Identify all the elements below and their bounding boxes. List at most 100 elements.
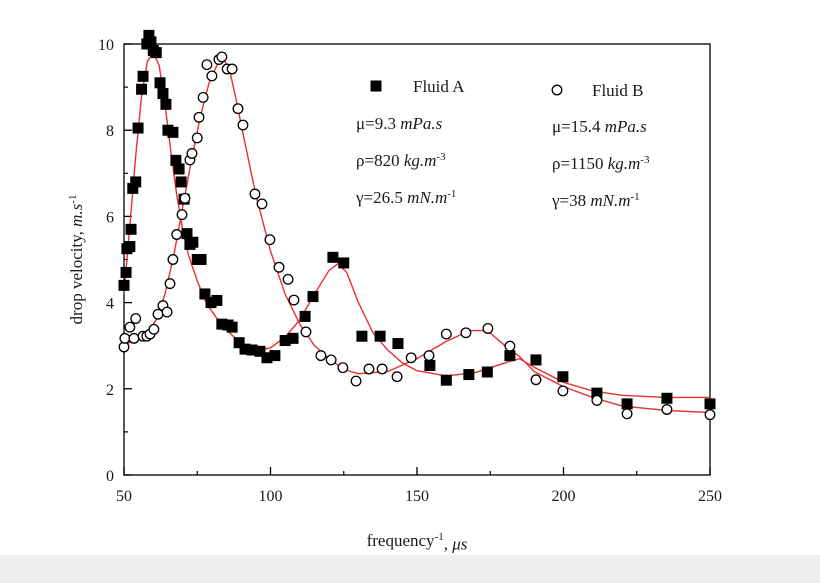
point xyxy=(128,332,140,344)
point xyxy=(621,408,633,420)
text-part: mN.m xyxy=(590,191,630,210)
y-tick-label: 2 xyxy=(106,382,114,399)
annotation: γ=26.5 mN.m-1 xyxy=(355,188,456,207)
point xyxy=(167,126,179,138)
fit-line xyxy=(123,58,711,414)
point xyxy=(530,354,542,366)
point xyxy=(176,209,188,221)
point xyxy=(704,398,716,410)
point xyxy=(124,241,136,253)
point xyxy=(206,70,218,82)
point xyxy=(167,254,179,265)
text-part: frequency xyxy=(367,531,435,550)
text-part: μ=9.3 xyxy=(356,114,400,133)
point xyxy=(130,176,142,188)
point xyxy=(591,394,603,406)
point xyxy=(704,409,716,421)
point xyxy=(170,154,182,166)
point xyxy=(463,369,475,381)
point xyxy=(197,91,209,103)
y-axis-label: drop velocity, m.s-1 xyxy=(67,195,86,325)
point xyxy=(269,350,281,362)
point xyxy=(307,291,319,303)
y-tick-label: 4 xyxy=(106,296,114,313)
point xyxy=(127,182,139,194)
point xyxy=(261,352,273,364)
point xyxy=(232,103,244,115)
text-part: kg.m xyxy=(608,154,641,173)
point xyxy=(460,327,472,339)
point xyxy=(154,77,166,89)
text-part: m.s xyxy=(67,203,86,227)
y-tick-label: 8 xyxy=(106,123,114,140)
point xyxy=(530,374,542,386)
point xyxy=(350,375,362,387)
point xyxy=(376,363,388,375)
y-tick-label: 0 xyxy=(106,468,114,485)
x-axis-label: frequency-1, μs xyxy=(367,531,468,553)
point xyxy=(132,122,144,134)
annotation: ρ=820 kg.m-3 xyxy=(356,151,446,170)
point xyxy=(175,176,187,188)
point xyxy=(338,257,350,269)
point xyxy=(136,83,148,95)
annotation: ρ=1150 kg.m-3 xyxy=(552,154,650,173)
point xyxy=(287,332,299,344)
text-part: -1 xyxy=(447,188,456,200)
point xyxy=(195,254,207,265)
point xyxy=(254,345,266,357)
text-part: γ=26.5 xyxy=(355,188,407,207)
point xyxy=(424,360,436,372)
point xyxy=(239,343,251,355)
point xyxy=(137,70,149,82)
point xyxy=(327,251,339,263)
text-part: μ=15.4 xyxy=(552,117,605,136)
x-tick-label: 150 xyxy=(405,488,429,505)
point xyxy=(191,132,203,144)
point xyxy=(201,59,213,71)
x-tick-label: 250 xyxy=(698,488,722,505)
axes-frame xyxy=(123,43,711,476)
point xyxy=(299,310,311,322)
point xyxy=(391,371,403,383)
text-part: -1 xyxy=(631,191,640,203)
point xyxy=(199,288,211,300)
point xyxy=(160,98,172,110)
point xyxy=(661,392,673,404)
point xyxy=(161,306,173,318)
point xyxy=(233,337,245,349)
point xyxy=(118,279,130,291)
text-part: μs xyxy=(451,534,468,553)
point xyxy=(164,278,176,290)
point xyxy=(374,330,386,342)
fit-line xyxy=(123,51,710,399)
point xyxy=(187,236,199,248)
text-part: -1 xyxy=(435,531,444,543)
text-part: -3 xyxy=(640,154,650,166)
point xyxy=(143,29,155,41)
point xyxy=(405,352,417,364)
point xyxy=(621,398,633,410)
point xyxy=(226,321,238,333)
point xyxy=(120,266,132,278)
point xyxy=(173,163,185,175)
point xyxy=(282,273,294,285)
point xyxy=(504,340,516,352)
text-part: kg.m xyxy=(404,151,437,170)
text-part: , xyxy=(444,534,453,553)
point xyxy=(193,111,205,123)
y-tick-label: 6 xyxy=(106,209,114,226)
point xyxy=(148,323,160,335)
text-part: ρ=1150 xyxy=(552,154,608,173)
legend-label: Fluid B xyxy=(592,81,644,100)
point xyxy=(237,119,249,131)
point xyxy=(211,294,223,306)
point xyxy=(591,387,603,399)
x-tick-label: 50 xyxy=(116,488,132,505)
point xyxy=(124,321,136,333)
text-part: drop velocity, xyxy=(67,227,86,325)
annotation: μ=15.4 mPa.s xyxy=(552,117,647,136)
point xyxy=(226,63,238,75)
point xyxy=(171,229,183,240)
